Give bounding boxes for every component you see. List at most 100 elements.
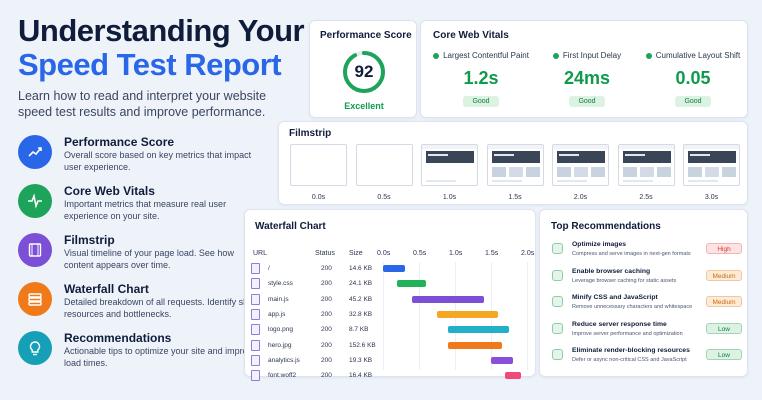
feature-title: Recommendations [64,331,172,345]
priority-badge: Medium [706,296,742,307]
waterfall-status: 200 [321,265,332,272]
waterfall-url: style.css [268,280,293,288]
waterfall-size: 16.4 KB [349,372,373,380]
vital-metric: Cumulative Layout Shift 0.05 Good [645,51,741,108]
waterfall-status: 200 [321,295,332,303]
feature-desc: Detailed breakdown of all requests. Iden… [64,297,257,319]
performance-score-value: 92 [354,62,374,81]
waterfall-url: app.js [268,310,286,318]
waterfall-bar [411,295,484,303]
recommendation-item[interactable]: Minify CSS and JavaScript Remove unnecess… [548,292,742,318]
recommendation-item[interactable]: Enable browser caching Leverage browser c… [548,266,742,292]
filmstrip-frame[interactable] [683,144,740,186]
waterfall-row[interactable]: / 200 14.6 KB [251,262,529,276]
recommendation-title: Minify CSS and JavaScript [572,294,658,301]
waterfall-row[interactable]: hero.jpg 200 152.6 KB [251,339,529,353]
recommendation-item[interactable]: Optimize images Compress and serve images… [548,239,742,265]
vital-label-row: Cumulative Layout Shift [645,51,741,60]
core-web-vitals-card: Core Web Vitals Largest Contentful Paint… [420,20,748,118]
vital-value: 1.2s [463,68,499,88]
feature-item: Performance Score Overall score based on … [18,133,268,179]
recommendation-desc: Leverage browser caching for static asse… [572,277,677,284]
recommendation-item[interactable]: Reduce server response time Improve serve… [548,319,742,345]
page-subtitle: Learn how to read and interpret your web… [18,89,267,119]
filmstrip-time: 0.0s [311,194,326,201]
waterfall-tick: 1.0s [449,250,463,257]
file-icon [251,278,260,290]
status-badge: Good [675,96,711,107]
feature-desc: Actionable tips to optimize your site an… [64,346,258,368]
filmstrip-frame[interactable] [552,144,609,186]
recommendation-title: Optimize images [572,241,627,248]
gridline [419,262,420,370]
filmstrip-time: 0.5s [377,194,391,201]
waterfall-row[interactable]: main.js 200 45.2 KB [251,293,529,307]
waterfall-row[interactable]: app.js 200 32.8 KB [251,308,529,322]
filmstrip-frame[interactable] [486,144,544,186]
vital-label-row: Largest Contentful Paint [433,51,529,60]
status-dot-icon [433,52,440,59]
filmstrip-frame[interactable] [421,144,478,186]
feature-title: Core Web Vitals [64,184,155,198]
recommendation-item[interactable]: Eliminate render-blocking resources Defer… [548,345,742,371]
feature-title: Waterfall Chart [64,282,149,296]
filmstrip-time: 1.5s [508,194,522,201]
waterfall-url: analytics.js [268,356,300,364]
waterfall-bar [383,265,405,272]
filmstrip-frame[interactable] [617,144,675,186]
vital-label: First Input Delay [562,51,622,60]
film-icon [18,233,52,267]
file-icon [251,370,260,382]
waterfall-bar [397,280,427,288]
waterfall-url: font.woff2 [268,372,297,380]
waterfall-url: logo.png [268,326,293,334]
priority-badge: Low [706,322,742,334]
col-size: Size [349,250,363,257]
gridline [527,262,528,370]
title-line-1: Understanding Your [18,13,305,48]
recommendation-desc: Compress and serve images in next-gen fo… [572,251,691,257]
status-dot-icon [645,52,652,59]
check-icon [552,322,563,334]
trend-chart-icon [18,135,52,169]
score-gauge [343,51,385,93]
check-icon [552,243,563,254]
gridline [383,262,384,370]
vital-value: 24ms [563,68,611,88]
waterfall-row[interactable]: style.css 200 24.1 KB [251,277,529,291]
filmstrip-frame[interactable] [290,144,347,186]
status-badge: Good [569,96,605,107]
lightbulb-icon [18,331,52,365]
title-line-2: Speed Test Report [18,47,282,82]
col-status: Status [315,250,335,257]
recommendation-desc: Defer or async non-critical CSS and Java… [572,357,687,363]
waterfall-status: 200 [321,356,332,364]
status-badge: Good [463,96,499,107]
waterfall-bar [437,310,499,318]
feature-item: Waterfall Chart Detailed breakdown of all… [18,280,268,326]
vital-label: Cumulative Layout Shift [655,51,741,60]
waterfall-url: / [268,265,270,272]
feature-title: Filmstrip [64,233,115,247]
page-title: Understanding Your Speed Test Report [18,13,305,82]
check-icon [552,269,563,281]
core-web-vitals-title: Core Web Vitals [433,30,509,41]
filmstrip-time: 2.0s [573,194,588,201]
filmstrip-frame[interactable] [355,144,413,186]
waterfall-tick: 0.5s [413,250,427,257]
waterfall-size: 45.2 KB [349,295,373,303]
vital-metric: Largest Contentful Paint 1.2s Good [433,51,529,108]
waterfall-row[interactable]: font.woff2 200 16.4 KB [251,369,529,383]
waterfall-row[interactable]: logo.png 200 8.7 KB [251,323,529,337]
file-icon [251,339,260,351]
waterfall-bar [491,356,513,364]
waterfall-size: 152.6 KB [349,341,376,349]
feature-item: Recommendations Actionable tips to optimi… [18,329,268,375]
waterfall-size: 19.3 KB [349,356,373,364]
waterfall-row[interactable]: analytics.js 200 19.3 KB [251,354,529,368]
feature-title: Performance Score [64,135,175,149]
recommendations-card: Top Recommendations Optimize images Compr… [539,209,748,377]
waterfall-status: 200 [321,372,332,380]
waterfall-status: 200 [321,280,332,288]
recommendation-title: Reduce server response time [572,320,667,328]
